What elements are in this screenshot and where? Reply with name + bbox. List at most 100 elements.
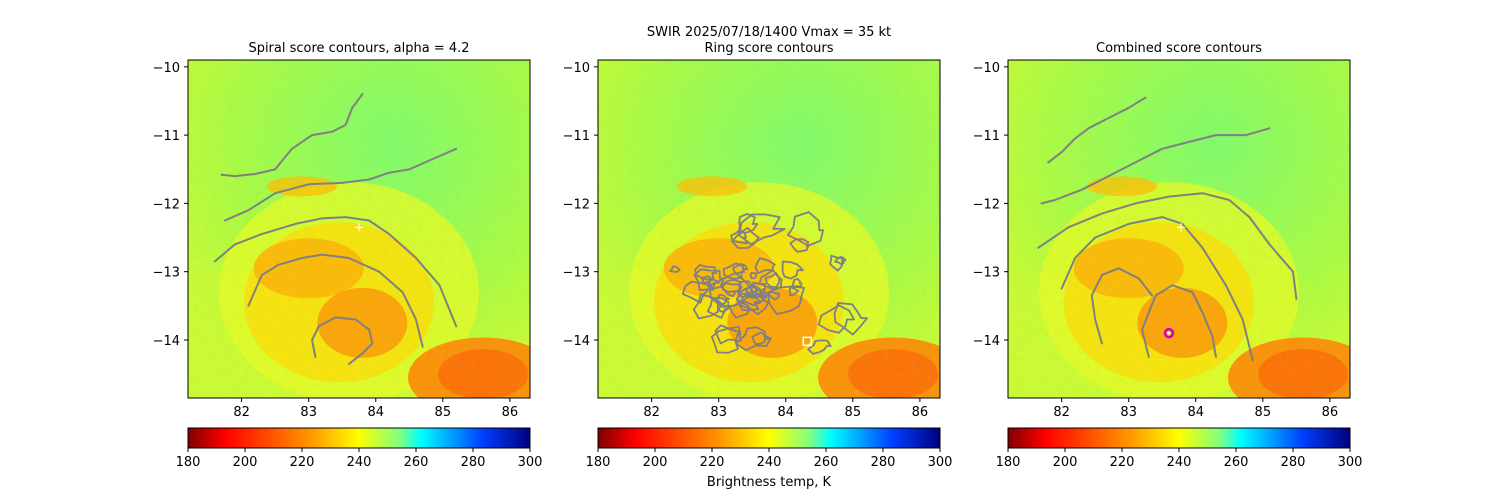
- colorbar-tick-label: 300: [1338, 455, 1363, 470]
- axes-frame: [1007, 59, 1351, 399]
- colorbar-tick-label: 180: [996, 455, 1021, 470]
- y-tick-label: −10: [973, 61, 1000, 76]
- x-tick-label: 83: [300, 405, 317, 420]
- y-tick-label: −11: [973, 129, 1000, 144]
- ring-contour: [669, 265, 681, 273]
- spiral-contour-3: [213, 216, 458, 328]
- colorbar-gradient: [187, 427, 531, 449]
- colorbar-tick-label: 180: [176, 455, 201, 470]
- ring-contour: [767, 290, 781, 301]
- x-tick-label: 86: [912, 405, 929, 420]
- ring-contour: [817, 304, 855, 334]
- colorbar: 180 200 220 240 260 280 300: [996, 427, 1363, 470]
- x-tick-label: 86: [502, 405, 519, 420]
- colorbar-tick-label: 280: [1281, 455, 1306, 470]
- ring-contour: [737, 213, 759, 234]
- ring-contour: [730, 229, 748, 245]
- axes-frame: [597, 59, 941, 399]
- x-tick-label: 82: [1053, 405, 1070, 420]
- brightness-heatmap: [1008, 60, 1350, 398]
- colorbar-gradient: [1007, 427, 1351, 449]
- colorbar-label: Brightness temp, K: [707, 475, 832, 490]
- panel-1: Spiral score contours, alpha = 4.2 82 83 84…: [153, 41, 543, 470]
- ring-contour: [807, 339, 832, 355]
- ring-contour: [754, 257, 776, 275]
- colorbar-gradient: [597, 427, 941, 449]
- ring-contour: [706, 297, 731, 319]
- y-tick-label: −12: [153, 197, 180, 212]
- colorbar: 180 200 220 240 260 280 300: [176, 427, 543, 470]
- ring-contour: [738, 213, 786, 246]
- ring-contour: [693, 268, 725, 292]
- colorbar-tick-label: 300: [518, 455, 543, 470]
- center-plus-marker: [1177, 223, 1186, 232]
- spiral-contour-4: [247, 253, 424, 348]
- colorbar-tick-label: 180: [586, 455, 611, 470]
- figure-suptitle: SWIR 2025/07/18/1400 Vmax = 35 kt: [647, 25, 891, 40]
- axes-frame: [187, 59, 531, 399]
- ring-contour: [706, 278, 720, 289]
- y-tick-label: −10: [153, 61, 180, 76]
- ring-contour: [751, 331, 772, 345]
- ring-contour: [722, 262, 745, 280]
- spiral-contour-3: [1037, 192, 1298, 300]
- y-tick-label: −13: [973, 266, 1000, 281]
- center-plus-marker: [355, 223, 363, 232]
- colorbar-tick-label: 280: [871, 455, 896, 470]
- x-tick-label: 84: [367, 405, 384, 420]
- ring-contour: [766, 285, 805, 315]
- colorbar-tick-label: 200: [643, 455, 668, 470]
- ring-contour: [745, 285, 765, 299]
- ring-contour: [732, 263, 749, 275]
- ring-contour: [781, 260, 804, 280]
- colorbar-tick-label: 220: [1110, 455, 1135, 470]
- ring-contour: [786, 211, 824, 247]
- colorbar-tick-label: 280: [461, 455, 486, 470]
- colorbar-tick-label: 300: [928, 455, 953, 470]
- combined-center-marker: [1163, 327, 1175, 339]
- x-tick-label: 83: [1120, 405, 1137, 420]
- y-tick-label: −14: [153, 334, 180, 349]
- spiral-contour-5: [1141, 284, 1217, 358]
- ring-contour: [829, 254, 844, 272]
- panel-title: Combined score contours: [1096, 41, 1262, 56]
- x-tick-label: 86: [1322, 405, 1339, 420]
- spiral-contour-2: [223, 147, 458, 222]
- ring-center-marker: [802, 336, 812, 347]
- colorbar-tick-label: 240: [757, 455, 782, 470]
- ring-contour: [764, 272, 781, 289]
- spiral-contour-1: [220, 93, 364, 178]
- ring-contour: [694, 264, 718, 281]
- y-tick-label: −14: [973, 334, 1000, 349]
- x-tick-label: 85: [1255, 405, 1272, 420]
- spiral-contour-6: [1090, 267, 1154, 345]
- ring-contour: [791, 277, 803, 288]
- ring-contour: [717, 305, 728, 313]
- panel-2: Ring score contours 82 83 84 85 86 −10 −11 −12 −1…: [563, 41, 953, 470]
- colorbar-tick-label: 220: [700, 455, 725, 470]
- spiral-contour-4: [1060, 216, 1254, 362]
- ring-contour: [734, 326, 772, 352]
- spiral-contour-2: [1040, 127, 1271, 205]
- combined-center-dot: [1167, 331, 1171, 335]
- ring-contour: [788, 286, 800, 296]
- y-tick-label: −13: [153, 266, 180, 281]
- colorbar: 180 200 220 240 260 280 300: [586, 427, 953, 470]
- ring-contour: [758, 269, 783, 291]
- x-tick-label: 84: [1187, 405, 1204, 420]
- y-tick-label: −11: [153, 129, 180, 144]
- colorbar-tick-label: 260: [814, 455, 839, 470]
- x-tick-label: 82: [643, 405, 660, 420]
- panel-title: Ring score contours: [704, 41, 833, 56]
- ring-contour: [749, 271, 758, 280]
- colorbar-tick-label: 220: [290, 455, 315, 470]
- x-tick-label: 85: [435, 405, 452, 420]
- brightness-heatmap: [598, 60, 940, 398]
- ring-contour: [834, 256, 847, 265]
- brightness-heatmap: [188, 60, 530, 398]
- colorbar-tick-label: 200: [233, 455, 258, 470]
- colorbar-tick-label: 260: [404, 455, 429, 470]
- y-tick-label: −12: [563, 197, 590, 212]
- x-tick-label: 85: [845, 405, 862, 420]
- colorbar-tick-label: 200: [1053, 455, 1078, 470]
